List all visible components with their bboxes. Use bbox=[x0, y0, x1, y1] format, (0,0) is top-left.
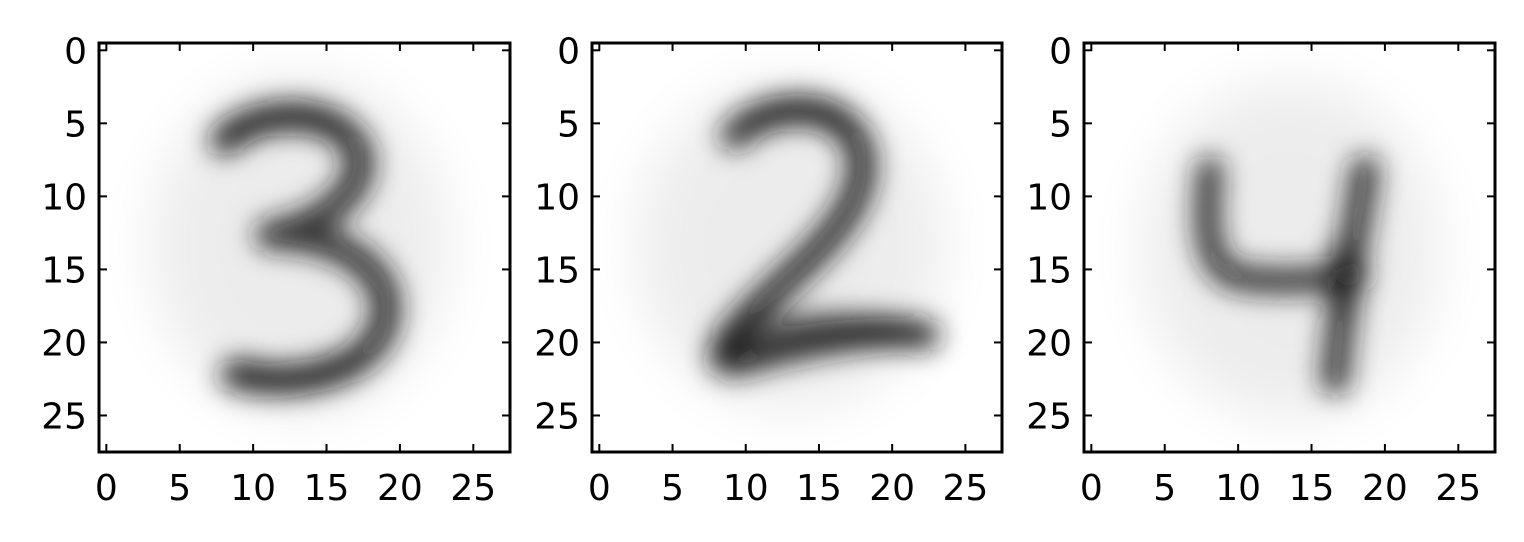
x-tick-label: 0 bbox=[95, 468, 118, 509]
x-tick-label: 20 bbox=[377, 468, 423, 509]
y-tick-label: 20 bbox=[534, 323, 580, 364]
x-tick-label: 0 bbox=[588, 468, 611, 509]
y-tick-label: 5 bbox=[557, 104, 580, 145]
x-tick-label: 15 bbox=[1289, 468, 1335, 509]
y-tick-label: 0 bbox=[1049, 31, 1072, 72]
x-tick-label: 5 bbox=[168, 468, 191, 509]
x-tick-label: 0 bbox=[1080, 468, 1103, 509]
y-tick-label: 20 bbox=[1026, 323, 1072, 364]
y-tick-label: 25 bbox=[534, 396, 580, 437]
x-tick-label: 10 bbox=[230, 468, 276, 509]
y-tick-label: 15 bbox=[41, 250, 87, 291]
x-tick-label: 10 bbox=[723, 468, 769, 509]
x-tick-label: 15 bbox=[796, 468, 842, 509]
y-tick-label: 10 bbox=[1026, 177, 1072, 218]
digit-4-image bbox=[1140, 80, 1440, 420]
x-tick-label: 15 bbox=[304, 468, 350, 509]
y-tick-label: 10 bbox=[534, 177, 580, 218]
y-tick-label: 15 bbox=[1026, 250, 1072, 291]
x-tick-label: 25 bbox=[450, 468, 496, 509]
digit-3-image bbox=[150, 75, 450, 415]
axes-border bbox=[97, 41, 512, 454]
x-tick-label: 25 bbox=[942, 468, 988, 509]
digit-2-image bbox=[635, 80, 945, 410]
x-tick-label: 20 bbox=[1362, 468, 1408, 509]
y-tick-label: 20 bbox=[41, 323, 87, 364]
y-tick-label: 25 bbox=[41, 396, 87, 437]
y-tick-label: 25 bbox=[1026, 396, 1072, 437]
y-tick-label: 5 bbox=[1049, 104, 1072, 145]
axes-border bbox=[590, 41, 1004, 454]
axes-border bbox=[1082, 41, 1497, 454]
y-tick-label: 15 bbox=[534, 250, 580, 291]
y-tick-label: 0 bbox=[557, 31, 580, 72]
x-tick-label: 20 bbox=[869, 468, 915, 509]
y-tick-label: 10 bbox=[41, 177, 87, 218]
y-tick-label: 0 bbox=[64, 31, 87, 72]
x-tick-label: 5 bbox=[661, 468, 684, 509]
y-tick-label: 5 bbox=[64, 104, 87, 145]
x-tick-label: 10 bbox=[1215, 468, 1261, 509]
x-tick-label: 5 bbox=[1153, 468, 1176, 509]
x-tick-label: 25 bbox=[1435, 468, 1481, 509]
